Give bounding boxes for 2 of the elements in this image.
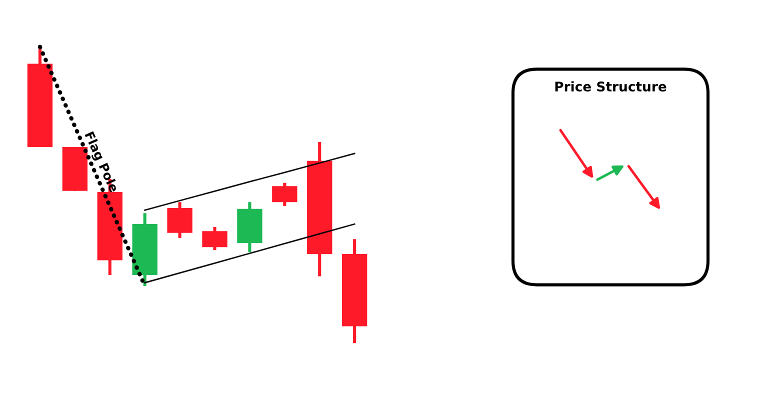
text: Flag Pole <box>82 131 120 194</box>
text: Price Structure <box>555 81 666 92</box>
